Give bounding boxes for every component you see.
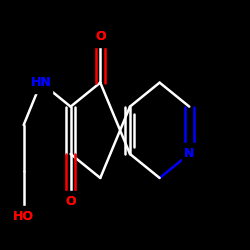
Text: HO: HO <box>13 210 34 223</box>
Bar <box>182 143 196 165</box>
Text: HN: HN <box>30 76 51 89</box>
Bar <box>30 72 52 93</box>
Bar <box>64 191 78 212</box>
Text: O: O <box>95 30 106 43</box>
Bar <box>12 206 35 228</box>
Text: O: O <box>65 195 76 208</box>
Text: O: O <box>65 195 76 208</box>
Text: HN: HN <box>30 76 51 89</box>
Text: O: O <box>95 30 106 43</box>
Text: N: N <box>184 148 194 160</box>
Bar <box>94 26 107 47</box>
Text: HO: HO <box>13 210 34 223</box>
Text: N: N <box>184 148 194 160</box>
